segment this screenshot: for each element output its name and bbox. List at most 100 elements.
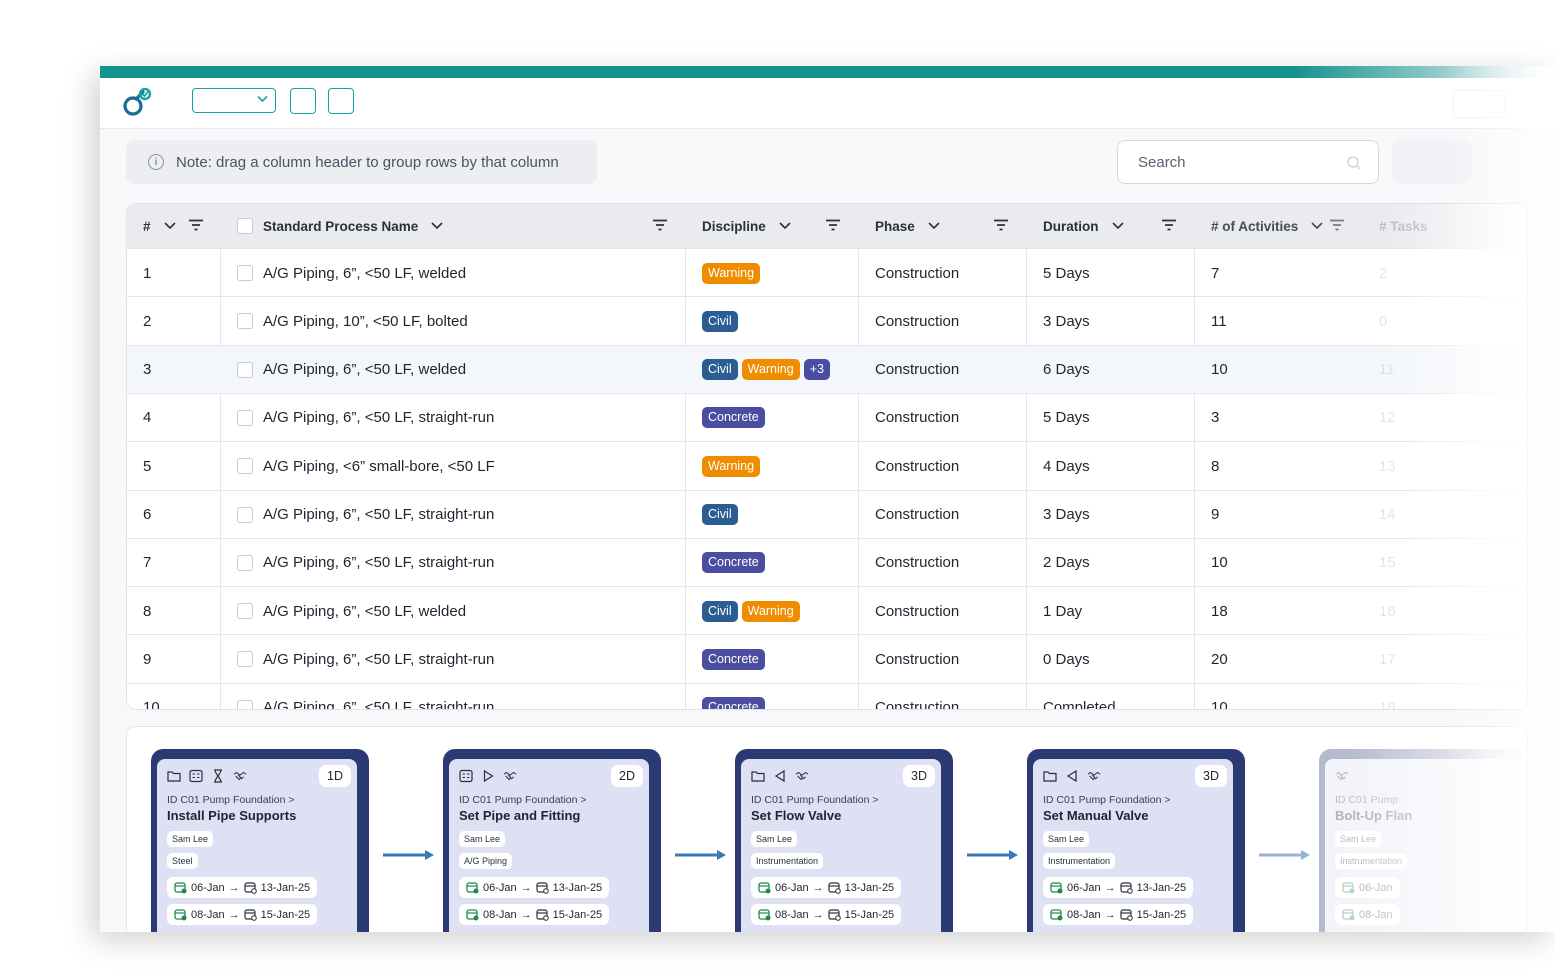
app-window: i Note: drag a column header to group ro…	[100, 66, 1555, 932]
table-row[interactable]: 5 A/G Piping, <6” small-bore, <50 LF Warni…	[127, 441, 1527, 490]
column-header-activities[interactable]: # of Activities	[1211, 204, 1324, 248]
column-header-number[interactable]: #	[143, 204, 177, 248]
chevron-down-icon[interactable]	[1310, 221, 1324, 231]
calendar-end-icon	[536, 909, 549, 921]
row-number: 10	[143, 699, 160, 710]
toolbar-extra-button[interactable]	[1392, 140, 1472, 184]
duration-cell: 6 Days	[1043, 361, 1090, 379]
row-number: 6	[143, 506, 152, 523]
chevron-down-icon[interactable]	[1111, 221, 1125, 231]
column-header-duration[interactable]: Duration	[1043, 204, 1125, 248]
row-checkbox[interactable]	[237, 651, 253, 668]
filter-icon[interactable]	[189, 219, 203, 231]
row-number: 2	[143, 312, 152, 330]
row-checkbox[interactable]	[237, 699, 253, 709]
filter-icon[interactable]	[826, 219, 840, 231]
activity-flow-panel: 1D ID C01 Pump Foundation > Install Pipe S…	[126, 726, 1528, 932]
column-header-tasks[interactable]: # Tasks	[1379, 204, 1428, 248]
table-row[interactable]: 7 A/G Piping, 6”, <50 LF, straight-run Con…	[127, 537, 1527, 587]
row-checkbox[interactable]	[237, 554, 253, 571]
date-start: 06-Jan	[1359, 881, 1393, 894]
duration-cell: 5 Days	[1043, 264, 1090, 282]
activities-cell: 10	[1211, 699, 1228, 710]
card-icons	[751, 769, 809, 783]
filter-icon[interactable]	[1330, 219, 1344, 231]
search-input[interactable]: Search	[1117, 140, 1379, 184]
filter-icon[interactable]	[1162, 219, 1176, 231]
back-icon	[774, 769, 785, 783]
chevron-down-icon[interactable]	[430, 221, 444, 231]
discipline-tag: Warning	[702, 455, 761, 477]
table-row[interactable]: 3 A/G Piping, 6”, <50 LF, welded Civil Warn…	[127, 344, 1527, 394]
row-checkbox[interactable]	[237, 603, 253, 620]
card-icons	[1043, 769, 1101, 783]
row-number: 4	[143, 409, 152, 427]
table-row[interactable]: 6 A/G Piping, 6”, <50 LF, straight-run Civ…	[127, 489, 1527, 539]
table-row[interactable]: 1 A/G Piping, 6”, <50 LF, welded Warning Co…	[127, 248, 1527, 297]
planned-dates: 06-Jan → 13-Jan-25	[751, 877, 902, 898]
calendar-start-icon	[174, 882, 187, 894]
row-checkbox[interactable]	[237, 506, 253, 523]
activity-card[interactable]: 1D ID C01 Pump Foundation > Install Pipe S…	[151, 749, 369, 932]
chevron-down-icon[interactable]	[163, 221, 177, 231]
discipline-tag: Concrete	[702, 697, 765, 709]
project-dropdown[interactable]	[192, 88, 276, 113]
date-start: 08-Jan	[1067, 908, 1101, 921]
search-placeholder: Search	[1138, 153, 1186, 171]
table-row[interactable]: 9 A/G Piping, 6”, <50 LF, straight-run Con…	[127, 634, 1527, 683]
row-checkbox[interactable]	[237, 313, 253, 330]
table-row[interactable]: 10 A/G Piping, 6”, <50 LF, straight-run Co…	[127, 682, 1527, 710]
duration-badge: 1D	[319, 765, 351, 787]
discipline-tags: Concrete	[702, 394, 769, 442]
card-icons	[459, 769, 517, 783]
activity-card[interactable]: 3D ID C01 Pump Foundation > Set Flow Valve…	[735, 749, 953, 932]
info-icon: i	[148, 154, 164, 170]
table-row[interactable]: 2 A/G Piping, 10”, <50 LF, bolted Civil Con…	[127, 296, 1527, 345]
phase-cell: Construction	[875, 506, 960, 523]
row-checkbox[interactable]	[237, 458, 253, 475]
discipline-tag: Civil	[702, 600, 738, 622]
column-header-number-label: #	[143, 218, 151, 234]
calendar-start-icon	[1050, 882, 1063, 894]
row-number: 9	[143, 650, 152, 668]
process-name: A/G Piping, 6”, <50 LF, straight-run	[263, 650, 495, 668]
tasks-cell: 0	[1379, 312, 1388, 330]
column-divider	[858, 248, 859, 709]
owner-pill: Sam Lee	[459, 831, 506, 847]
column-header-discipline[interactable]: Discipline	[702, 204, 792, 248]
planned-dates: 06-Jan → 13-Jan-25	[167, 877, 318, 898]
table-row[interactable]: 8 A/G Piping, 6”, <50 LF, welded Civil Warn…	[127, 586, 1527, 635]
flow-arrow-icon	[1259, 848, 1311, 866]
column-header-phase[interactable]: Phase	[875, 204, 941, 248]
discipline-tag: Warning	[741, 359, 800, 381]
duration-cell: 5 Days	[1043, 409, 1090, 427]
header-action-button-1[interactable]	[290, 88, 316, 114]
column-header-name[interactable]: Standard Process Name	[237, 204, 444, 248]
calendar-start-icon	[758, 909, 771, 921]
activity-card[interactable]: ID C01 Pump Bolt-Up Flan Sam Lee Instrument…	[1319, 749, 1527, 932]
discipline-tags: Civil Warning	[702, 587, 804, 635]
row-checkbox[interactable]	[237, 409, 253, 426]
activity-card[interactable]: 2D ID C01 Pump Foundation > Set Pipe and F…	[443, 749, 661, 932]
chevron-down-icon[interactable]	[927, 221, 941, 231]
row-checkbox[interactable]	[237, 361, 253, 378]
card-title: Install Pipe Supports	[167, 808, 297, 823]
app-logo-icon[interactable]	[120, 88, 154, 118]
row-checkbox[interactable]	[237, 265, 253, 281]
phase-cell: Construction	[875, 312, 960, 330]
header-action-button-2[interactable]	[328, 88, 354, 114]
column-divider	[1194, 248, 1195, 709]
activities-cell: 10	[1211, 554, 1228, 572]
filter-icon[interactable]	[994, 219, 1008, 231]
activity-card[interactable]: 3D ID C01 Pump Foundation > Set Manual Val…	[1027, 749, 1245, 932]
card-breadcrumb: ID C01 Pump Foundation >	[167, 794, 295, 806]
filter-icon[interactable]	[653, 219, 667, 231]
header-user-button[interactable]	[1453, 90, 1505, 118]
activity-card-body: 1D ID C01 Pump Foundation > Install Pipe S…	[157, 759, 357, 932]
card-title: Bolt-Up Flan	[1335, 808, 1413, 823]
table-row[interactable]: 4 A/G Piping, 6”, <50 LF, straight-run Con…	[127, 392, 1527, 442]
chevron-down-icon[interactable]	[778, 221, 792, 231]
tasks-cell: 12	[1379, 409, 1396, 427]
select-all-checkbox[interactable]	[237, 218, 253, 234]
discipline-tags: Civil Warning +3	[702, 346, 834, 394]
